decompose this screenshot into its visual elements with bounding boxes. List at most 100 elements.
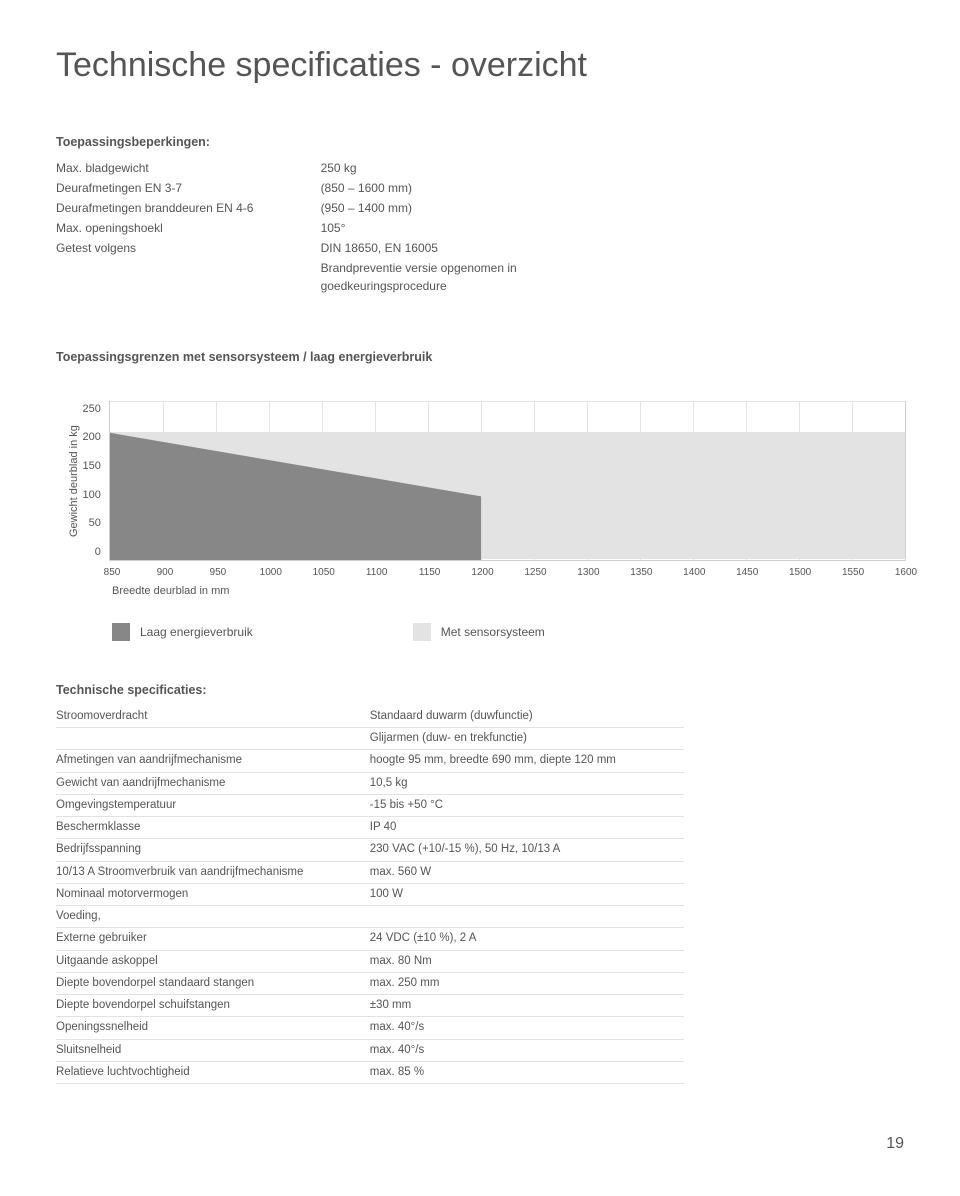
specs-row-label: Uitgaande askoppel bbox=[56, 950, 370, 972]
limits-row-label: Max. bladgewicht bbox=[56, 158, 321, 178]
limits-row-label: Max. openingshoekl bbox=[56, 218, 321, 238]
chart-section: Toepassingsgrenzen met sensorsysteem / l… bbox=[56, 348, 904, 641]
chart-y-axis-label: Gewicht deurblad in kg bbox=[56, 401, 83, 561]
specs-row-value: max. 40°/s bbox=[370, 1039, 684, 1061]
chart-heading: Toepassingsgrenzen met sensorsysteem / l… bbox=[56, 348, 904, 367]
chart-series-low-energy bbox=[110, 401, 905, 560]
chart-x-tick: 1550 bbox=[842, 565, 864, 580]
chart-x-tick: 1350 bbox=[630, 565, 652, 580]
specs-row-value bbox=[370, 906, 684, 928]
specs-row: Openingssnelheidmax. 40°/s bbox=[56, 1017, 684, 1039]
limits-row-value: Brandpreventie versie opgenomen in goedk… bbox=[321, 258, 565, 296]
specs-row-value: max. 40°/s bbox=[370, 1017, 684, 1039]
specs-row: 10/13 A Stroomverbruik van aandrijfmecha… bbox=[56, 861, 684, 883]
limits-row-value: (950 – 1400 mm) bbox=[321, 198, 565, 218]
limits-table: Max. bladgewicht250 kgDeurafmetingen EN … bbox=[56, 158, 565, 296]
chart-y-tick: 100 bbox=[83, 487, 101, 504]
specs-row-value: hoogte 95 mm, breedte 690 mm, diepte 120… bbox=[370, 750, 684, 772]
specs-row-value: Standaard duwarm (duwfunctie) bbox=[370, 706, 684, 728]
specs-row-value: Glijarmen (duw- en trekfunctie) bbox=[370, 728, 684, 750]
limits-row: Deurafmetingen EN 3-7(850 – 1600 mm) bbox=[56, 178, 565, 198]
chart-legend-swatch bbox=[413, 623, 431, 641]
specs-row-value: 230 VAC (+10/-15 %), 50 Hz, 10/13 A bbox=[370, 839, 684, 861]
specs-row: Afmetingen van aandrijfmechanismehoogte … bbox=[56, 750, 684, 772]
specs-row: BeschermklasseIP 40 bbox=[56, 817, 684, 839]
specs-row: Diepte bovendorpel schuifstangen±30 mm bbox=[56, 995, 684, 1017]
specs-row-label: 10/13 A Stroomverbruik van aandrijfmecha… bbox=[56, 861, 370, 883]
specs-row-label: Gewicht van aandrijfmechanisme bbox=[56, 772, 370, 794]
specs-section: Technische specificaties: Stroomoverdrac… bbox=[56, 681, 904, 1084]
specs-row: Diepte bovendorpel standaard stangenmax.… bbox=[56, 972, 684, 994]
chart-x-tick: 1150 bbox=[419, 565, 441, 580]
chart-y-tick: 0 bbox=[95, 544, 101, 561]
chart-x-axis-label: Breedte deurblad in mm bbox=[112, 583, 906, 600]
specs-row-label: Voeding, bbox=[56, 906, 370, 928]
specs-row-label: Afmetingen van aandrijfmechanisme bbox=[56, 750, 370, 772]
chart-x-tick: 950 bbox=[210, 565, 227, 580]
limits-row-value: DIN 18650, EN 16005 bbox=[321, 238, 565, 258]
specs-row-label: Omgevingstemperatuur bbox=[56, 794, 370, 816]
limits-row-label: Getest volgens bbox=[56, 238, 321, 258]
chart-legend-label: Met sensorsysteem bbox=[441, 623, 545, 641]
limits-row-value: (850 – 1600 mm) bbox=[321, 178, 565, 198]
chart-y-tick: 200 bbox=[83, 429, 101, 446]
specs-row-label: Nominaal motorvermogen bbox=[56, 883, 370, 905]
chart-legend-swatch bbox=[112, 623, 130, 641]
limits-row: Getest volgensDIN 18650, EN 16005 bbox=[56, 238, 565, 258]
limits-row-label: Deurafmetingen branddeuren EN 4-6 bbox=[56, 198, 321, 218]
chart-x-tick: 1050 bbox=[313, 565, 335, 580]
limits-row: Deurafmetingen branddeuren EN 4-6(950 – … bbox=[56, 198, 565, 218]
chart-legend-label: Laag energieverbruik bbox=[140, 623, 253, 641]
specs-row: Voeding, bbox=[56, 906, 684, 928]
chart-legend: Laag energieverbruik Met sensorsysteem bbox=[112, 623, 904, 641]
chart-x-tick: 1450 bbox=[736, 565, 758, 580]
chart-x-tick: 1600 bbox=[895, 565, 917, 580]
limits-row: Max. openingshoekl105° bbox=[56, 218, 565, 238]
specs-row: StroomoverdrachtStandaard duwarm (duwfun… bbox=[56, 706, 684, 728]
specs-row: Sluitsnelheidmax. 40°/s bbox=[56, 1039, 684, 1061]
chart-x-tick: 1200 bbox=[471, 565, 493, 580]
specs-row-value: 10,5 kg bbox=[370, 772, 684, 794]
chart-x-tick: 1000 bbox=[260, 565, 282, 580]
limits-row: Brandpreventie versie opgenomen in goedk… bbox=[56, 258, 565, 296]
specs-row-label: Diepte bovendorpel schuifstangen bbox=[56, 995, 370, 1017]
chart-x-tick: 1400 bbox=[683, 565, 705, 580]
page-title: Technische specificaties - overzicht bbox=[56, 40, 904, 91]
page-number: 19 bbox=[56, 1132, 904, 1156]
limits-row-label bbox=[56, 258, 321, 296]
specs-row-value: -15 bis +50 °C bbox=[370, 794, 684, 816]
chart-y-tick: 150 bbox=[83, 458, 101, 475]
chart-x-tick: 1100 bbox=[366, 565, 388, 580]
specs-row-value: 24 VDC (±10 %), 2 A bbox=[370, 928, 684, 950]
limits-section: Toepassingsbeperkingen: Max. bladgewicht… bbox=[56, 133, 904, 296]
chart-y-ticks: 250200150100500 bbox=[83, 401, 109, 561]
chart-x-ticks: 8509009501000105011001150120012501300135… bbox=[112, 561, 906, 579]
chart: Gewicht deurblad in kg 250200150100500 8… bbox=[56, 401, 906, 600]
specs-row: Glijarmen (duw- en trekfunctie) bbox=[56, 728, 684, 750]
specs-row-value: ±30 mm bbox=[370, 995, 684, 1017]
chart-x-tick: 1500 bbox=[789, 565, 811, 580]
specs-row: Externe gebruiker24 VDC (±10 %), 2 A bbox=[56, 928, 684, 950]
chart-x-tick: 1250 bbox=[524, 565, 546, 580]
specs-row-label: Diepte bovendorpel standaard stangen bbox=[56, 972, 370, 994]
specs-row-value: max. 80 Nm bbox=[370, 950, 684, 972]
limits-heading: Toepassingsbeperkingen: bbox=[56, 133, 904, 152]
specs-table: StroomoverdrachtStandaard duwarm (duwfun… bbox=[56, 706, 684, 1084]
chart-plot-area bbox=[109, 401, 906, 561]
specs-row-label: Beschermklasse bbox=[56, 817, 370, 839]
specs-row: Gewicht van aandrijfmechanisme10,5 kg bbox=[56, 772, 684, 794]
specs-row-value: max. 250 mm bbox=[370, 972, 684, 994]
specs-row-label bbox=[56, 728, 370, 750]
specs-row-label: Externe gebruiker bbox=[56, 928, 370, 950]
specs-row-label: Stroomoverdracht bbox=[56, 706, 370, 728]
limits-row-label: Deurafmetingen EN 3-7 bbox=[56, 178, 321, 198]
chart-x-tick: 850 bbox=[104, 565, 121, 580]
specs-row-value: max. 85 % bbox=[370, 1061, 684, 1083]
chart-x-tick: 900 bbox=[157, 565, 174, 580]
specs-row-label: Relatieve luchtvochtigheid bbox=[56, 1061, 370, 1083]
specs-row-label: Sluitsnelheid bbox=[56, 1039, 370, 1061]
chart-legend-item: Met sensorsysteem bbox=[413, 623, 545, 641]
specs-row-value: IP 40 bbox=[370, 817, 684, 839]
specs-row: Omgevingstemperatuur-15 bis +50 °C bbox=[56, 794, 684, 816]
limits-row-value: 105° bbox=[321, 218, 565, 238]
